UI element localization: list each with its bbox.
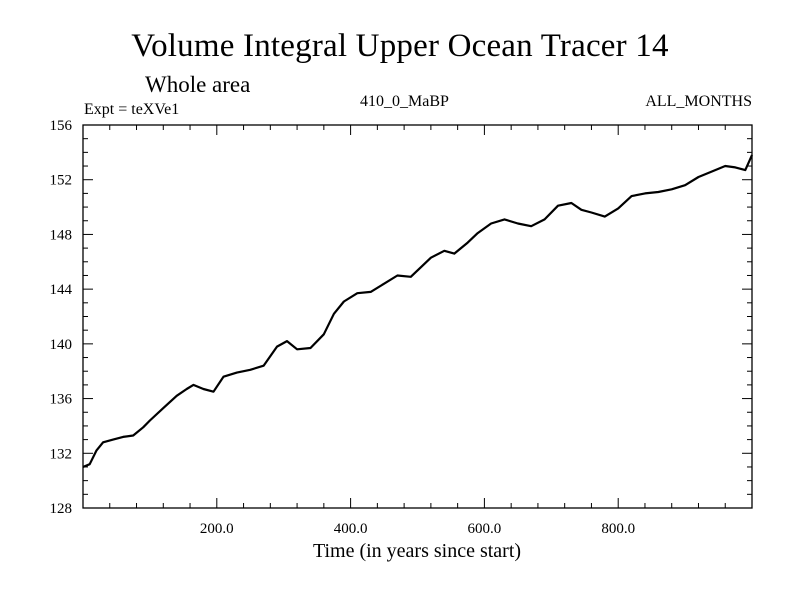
series-line-tracer-14 bbox=[82, 154, 754, 469]
axis-ticks bbox=[83, 124, 752, 509]
y-tick-label: 144 bbox=[50, 282, 73, 298]
chart-title: Volume Integral Upper Ocean Tracer 14 bbox=[131, 28, 669, 64]
y-tick-label: 152 bbox=[50, 173, 73, 189]
x-tick-labels: 200.0 400.0 600.0 800.0 bbox=[200, 521, 635, 537]
period-label: 410_0_MaBP bbox=[360, 93, 449, 110]
experiment-label: Expt = teXVe1 bbox=[84, 101, 180, 118]
y-tick-label: 132 bbox=[50, 446, 73, 462]
months-label: ALL_MONTHS bbox=[645, 93, 752, 110]
y-tick-label: 156 bbox=[50, 118, 73, 134]
x-tick-label: 600.0 bbox=[468, 521, 502, 537]
plot-frame bbox=[82, 124, 753, 509]
y-tick-label: 136 bbox=[50, 392, 73, 408]
x-tick-label: 200.0 bbox=[200, 521, 234, 537]
y-tick-label: 140 bbox=[50, 337, 73, 353]
x-axis-label: Time (in years since start) bbox=[313, 540, 521, 562]
chart-subtitle: Whole area bbox=[145, 72, 251, 97]
x-tick-label: 400.0 bbox=[334, 521, 368, 537]
y-tick-label: 148 bbox=[50, 227, 73, 243]
y-tick-labels: 128 132 136 140 144 148 152 156 bbox=[50, 118, 73, 517]
x-tick-label: 800.0 bbox=[601, 521, 635, 537]
y-tick-label: 128 bbox=[50, 501, 73, 517]
